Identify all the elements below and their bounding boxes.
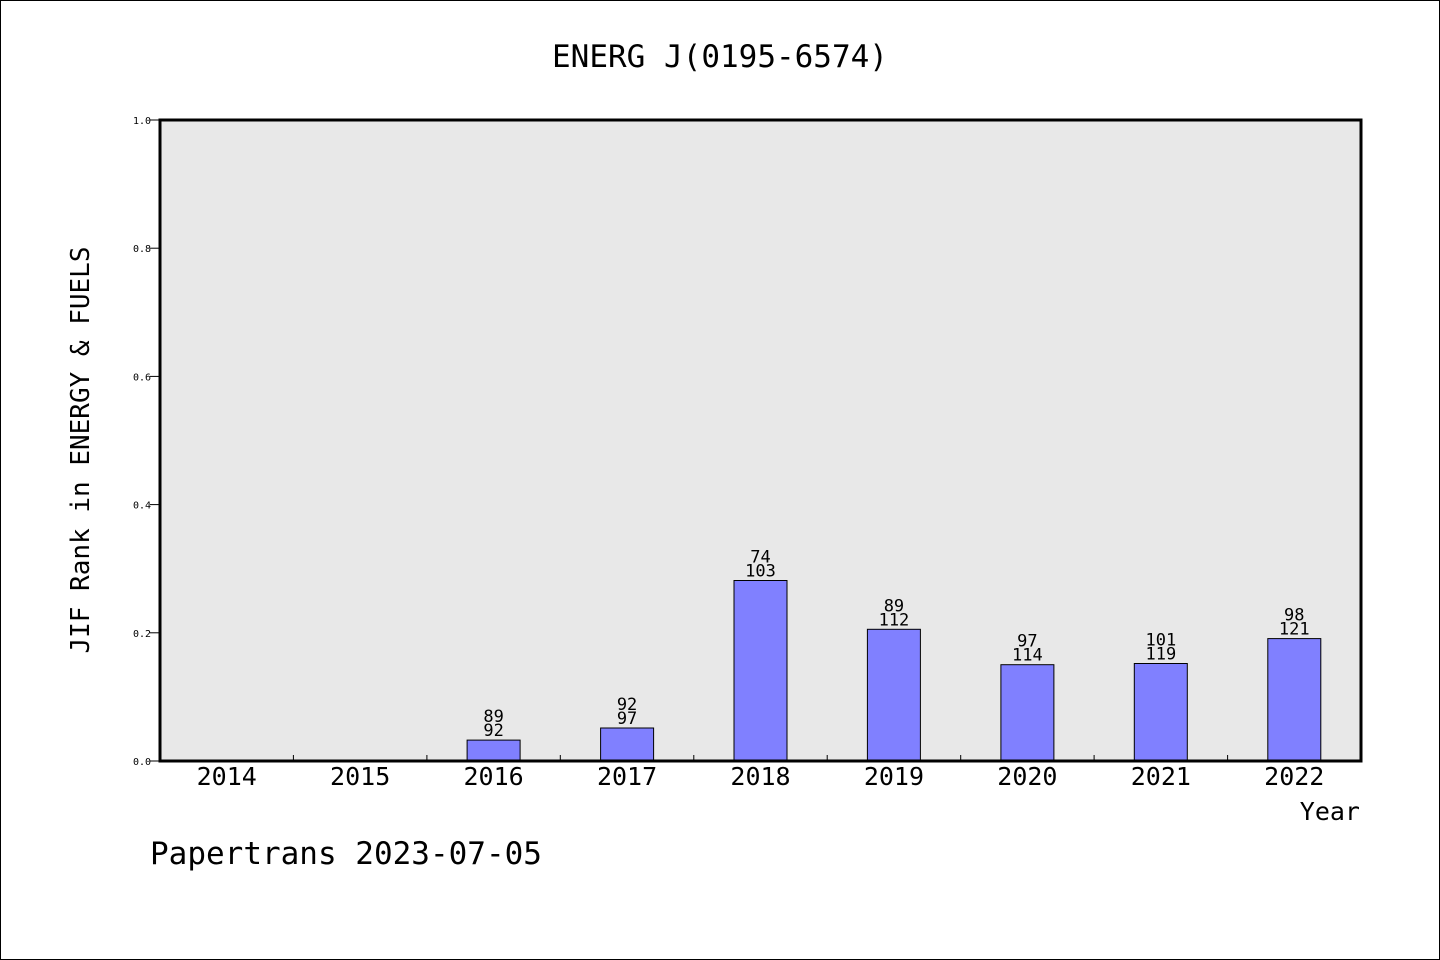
x-tick-label-2014: 2014 — [197, 762, 257, 791]
bar-2019 — [866, 628, 921, 762]
bar-2017 — [600, 727, 655, 762]
bar-label-bottom-2018: 103 — [745, 562, 776, 582]
bar-label-top-2020: 97 — [1017, 632, 1037, 652]
y-ticks-group: 0.0 0.2 0.4 0.6 0.8 1.0 — [133, 116, 160, 768]
bar-label-top-2017: 92 — [617, 695, 637, 715]
y-axis-label: JIF Rank in ENERGY & FUELS — [66, 247, 96, 654]
x-tick-label-2021: 2021 — [1131, 762, 1191, 791]
bar-2016 — [466, 739, 521, 762]
bar-label-top-2016: 89 — [483, 707, 503, 727]
bar-2022 — [1267, 638, 1322, 762]
y-tick-label-1.0: 1.0 — [133, 116, 151, 127]
x-ticks-group: 2014 2015 2016 2017 2018 2019 2020 2021 2022 — [197, 755, 1324, 791]
y-tick-label-0.6: 0.6 — [133, 372, 151, 383]
bar-label-top-2021: 101 — [1145, 631, 1176, 651]
bar-label-top-2018: 74 — [750, 548, 770, 568]
x-tick-label-2016: 2016 — [464, 762, 524, 791]
x-tick-label-2018: 2018 — [730, 762, 790, 791]
y-tick-label-0.0: 0.0 — [133, 757, 151, 768]
x-axis-label: Year — [1300, 797, 1360, 826]
bar-label-bottom-2021: 119 — [1145, 645, 1176, 665]
bar-label-bottom-2019: 112 — [879, 610, 910, 630]
bar-2018 — [733, 580, 788, 762]
y-tick-label-0.2: 0.2 — [133, 629, 151, 640]
bar-2021 — [1133, 663, 1188, 762]
x-tick-label-2015: 2015 — [330, 762, 390, 791]
y-tick-label-0.4: 0.4 — [133, 501, 151, 512]
x-tick-label-2020: 2020 — [997, 762, 1057, 791]
bar-label-top-2019: 89 — [884, 596, 904, 616]
bar-label-bottom-2016: 92 — [483, 721, 503, 741]
footer-credit: Papertrans 2023-07-05 — [150, 836, 542, 872]
plot-border — [158, 118, 1363, 763]
bar-label-bottom-2020: 114 — [1012, 646, 1043, 666]
x-tick-label-2019: 2019 — [864, 762, 924, 791]
bar-label-bottom-2022: 121 — [1279, 620, 1310, 640]
bar-2020 — [1000, 664, 1055, 762]
bar-label-bottom-2017: 97 — [617, 709, 637, 729]
x-tick-label-2022: 2022 — [1264, 762, 1324, 791]
chart-title: ENERG J(0195-6574) — [552, 39, 888, 75]
x-tick-label-2017: 2017 — [597, 762, 657, 791]
y-tick-label-0.8: 0.8 — [133, 244, 151, 255]
bar-label-top-2022: 98 — [1284, 606, 1304, 626]
bars-group — [466, 580, 1322, 762]
